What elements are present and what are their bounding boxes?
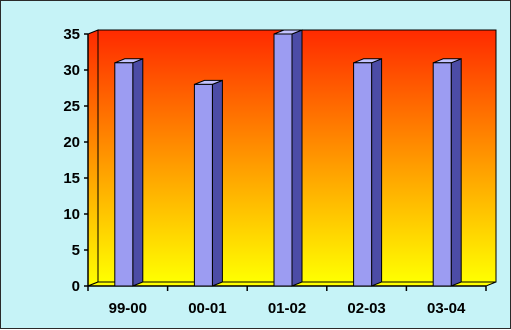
- y-tick-label: 15: [63, 170, 80, 187]
- y-tick-label: 20: [63, 134, 80, 151]
- y-tick-label: 25: [63, 98, 80, 115]
- y-tick-label: 10: [63, 206, 80, 223]
- y-tick-label: 35: [63, 26, 80, 43]
- y-tick-labels: 0 5 10 15 20 25 30 35: [63, 26, 80, 295]
- bar-front-face: [114, 62, 134, 287]
- bar-side-face: [371, 58, 383, 287]
- x-tick-label: 00-01: [188, 300, 226, 317]
- bar-00-01: [193, 79, 223, 287]
- bar-side-face: [211, 79, 223, 287]
- y-tick-label: 30: [63, 62, 80, 79]
- x-tick-labels: 99-00 00-01 01-02 02-03 03-04: [109, 300, 466, 317]
- bars: [114, 29, 462, 287]
- x-tick-label: 99-00: [109, 300, 147, 317]
- bar-front-face: [273, 33, 293, 287]
- bar-02-03: [353, 58, 383, 287]
- y-tick-label: 5: [72, 242, 80, 259]
- bar-side-face: [132, 58, 144, 287]
- x-tick-label: 03-04: [427, 300, 466, 317]
- bar-side-face: [291, 29, 303, 287]
- x-tick-label: 02-03: [347, 300, 385, 317]
- bar-03-04: [432, 58, 462, 287]
- bar-front-face: [353, 62, 373, 287]
- bar-front-face: [432, 62, 452, 287]
- x-tick-label: 01-02: [268, 300, 306, 317]
- bar-front-face: [193, 83, 213, 287]
- bar-side-face: [450, 58, 462, 287]
- y-tick-label: 0: [72, 278, 80, 295]
- bar-01-02: [273, 29, 303, 287]
- bar-99-00: [114, 58, 144, 287]
- plot-side-wall: [87, 29, 99, 287]
